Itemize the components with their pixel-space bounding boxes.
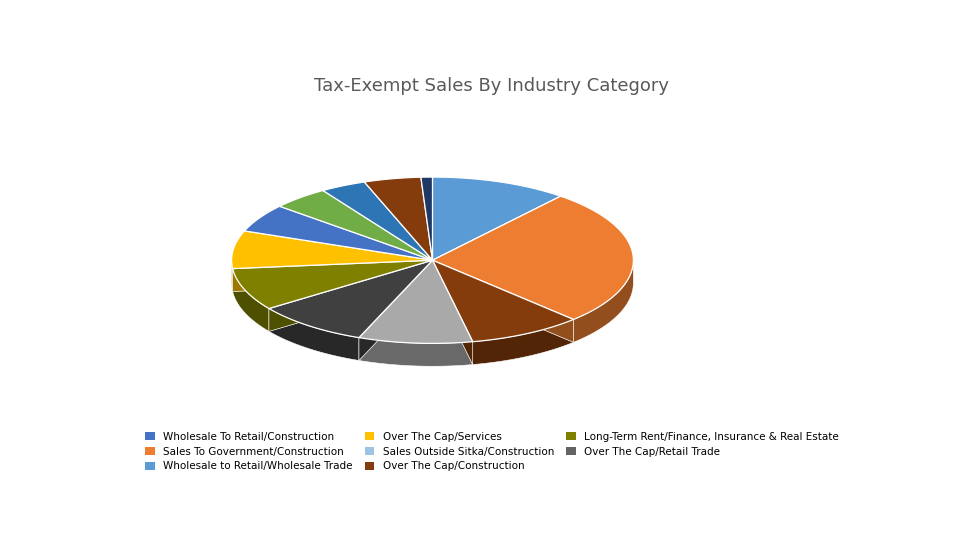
Polygon shape xyxy=(269,260,432,332)
Polygon shape xyxy=(232,260,432,292)
Polygon shape xyxy=(432,196,634,320)
Polygon shape xyxy=(231,231,432,268)
Polygon shape xyxy=(269,260,432,332)
Polygon shape xyxy=(279,191,432,260)
Polygon shape xyxy=(269,308,359,361)
Polygon shape xyxy=(231,260,232,292)
Polygon shape xyxy=(359,260,432,361)
Polygon shape xyxy=(365,177,432,260)
Polygon shape xyxy=(432,260,472,364)
Polygon shape xyxy=(359,338,472,366)
Polygon shape xyxy=(269,260,432,338)
Polygon shape xyxy=(432,260,472,364)
Polygon shape xyxy=(323,182,432,260)
Polygon shape xyxy=(359,260,432,361)
Polygon shape xyxy=(245,206,432,260)
Polygon shape xyxy=(432,260,573,342)
Polygon shape xyxy=(420,177,433,260)
Polygon shape xyxy=(232,260,432,308)
Text: Tax-Exempt Sales By Industry Category: Tax-Exempt Sales By Industry Category xyxy=(315,77,669,95)
Polygon shape xyxy=(472,320,573,365)
Polygon shape xyxy=(432,260,573,342)
Polygon shape xyxy=(232,260,432,292)
Polygon shape xyxy=(573,261,634,342)
Polygon shape xyxy=(359,260,472,343)
Legend: Wholesale To Retail/Construction, Sales To Government/Construction, Wholesale to: Wholesale To Retail/Construction, Sales … xyxy=(145,432,839,471)
Polygon shape xyxy=(432,260,573,342)
Polygon shape xyxy=(232,268,269,332)
Polygon shape xyxy=(432,177,561,260)
